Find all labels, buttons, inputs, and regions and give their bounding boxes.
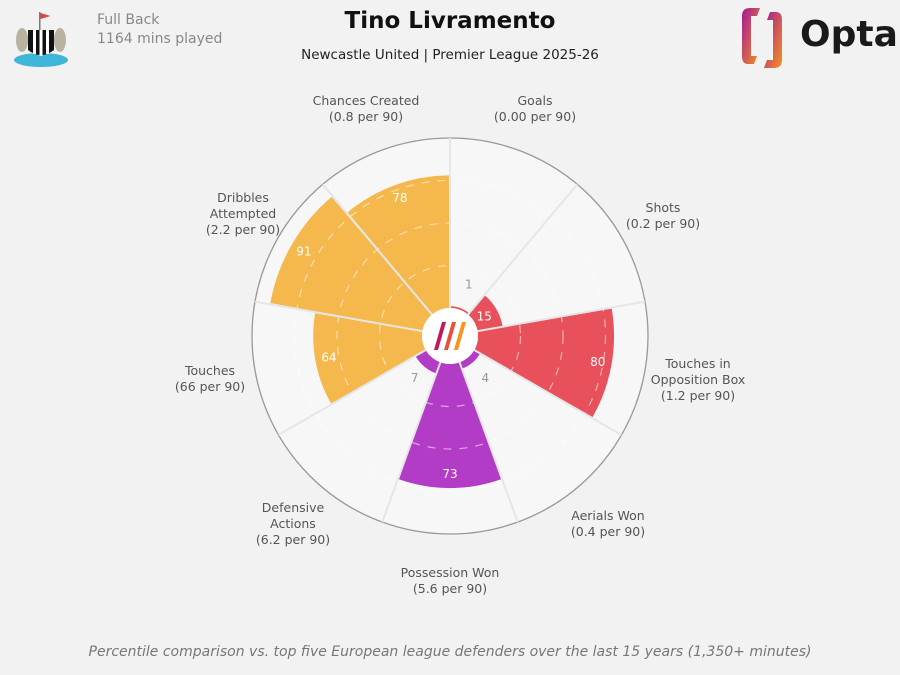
bar-aerials-won	[459, 350, 481, 369]
category-name: Touches	[184, 363, 236, 378]
minutes-text: 1164 mins played	[97, 31, 223, 47]
category-per90: (0.00 per 90)	[493, 109, 577, 124]
value-label: 15	[477, 309, 492, 323]
opta-logo-icon	[742, 8, 782, 68]
category-label: Shots (0.2 per 90)	[583, 200, 743, 232]
value-label: 91	[296, 245, 311, 259]
bar-goals	[450, 306, 469, 315]
category-per90: (0.2 per 90)	[625, 216, 701, 231]
bar-chances-created	[347, 175, 450, 315]
category-name: Touches in Opposition Box	[650, 356, 746, 387]
category-name: Shots	[645, 200, 681, 215]
value-label: 78	[392, 191, 407, 205]
category-label: Dribbles Attempted (2.2 per 90)	[163, 190, 323, 238]
category-label: Possession Won (5.6 per 90)	[370, 565, 530, 597]
category-label: Aerials Won (0.4 per 90)	[528, 508, 688, 540]
value-label: 1	[465, 277, 473, 291]
value-label: 64	[321, 350, 336, 364]
category-name: Aerials Won	[571, 508, 645, 523]
value-label: 80	[590, 355, 605, 369]
category-per90: (5.6 per 90)	[412, 581, 488, 596]
footnote: Percentile comparison vs. top five Europ…	[88, 644, 812, 660]
page-title: Tino Livramento	[344, 8, 556, 34]
opta-mark-icon	[434, 322, 466, 350]
bar-defensive-actions	[415, 350, 441, 374]
bar-touches	[313, 313, 426, 404]
category-per90: (1.2 per 90)	[660, 388, 736, 403]
category-per90: (2.2 per 90)	[205, 222, 281, 237]
bar-possession-won	[398, 362, 502, 489]
category-label: Touches (66 per 90)	[130, 363, 290, 395]
position-text: Full Back	[97, 12, 160, 28]
value-label: 73	[442, 467, 457, 481]
category-name: Possession Won	[400, 565, 500, 580]
category-name: Goals	[517, 93, 553, 108]
category-name: Chances Created	[312, 93, 420, 108]
bar-shots	[468, 295, 503, 331]
category-name: Dribbles Attempted	[209, 190, 277, 221]
page-subtitle: Newcastle United | Premier League 2025-2…	[301, 47, 599, 63]
player-info: Full Back 1164 mins played	[97, 11, 222, 49]
value-label: 7	[411, 371, 419, 385]
newcastle-crest-icon	[14, 12, 68, 67]
value-label: 4	[482, 371, 490, 385]
category-label: Defensive Actions (6.2 per 90)	[213, 500, 373, 548]
category-per90: (6.2 per 90)	[255, 532, 331, 547]
category-per90: (0.8 per 90)	[328, 109, 404, 124]
category-per90: (0.4 per 90)	[570, 524, 646, 539]
category-label: Chances Created (0.8 per 90)	[286, 93, 446, 125]
bar-touches-in-opposition-box	[474, 308, 614, 418]
category-name: Defensive Actions	[261, 500, 325, 531]
category-label: Goals (0.00 per 90)	[455, 93, 615, 125]
opta-wordmark: Opta	[800, 14, 898, 55]
category-label: Touches in Opposition Box (1.2 per 90)	[618, 356, 778, 404]
category-per90: (66 per 90)	[174, 379, 246, 394]
